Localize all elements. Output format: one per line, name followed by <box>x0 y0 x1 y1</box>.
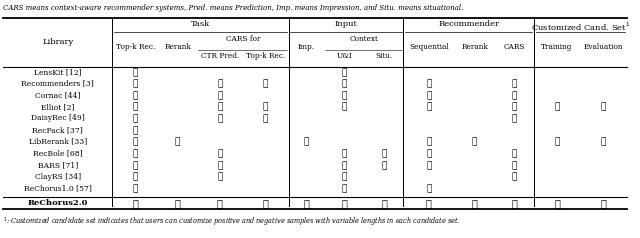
Text: ✓: ✓ <box>132 68 138 77</box>
Text: ✓: ✓ <box>263 103 268 112</box>
Text: ✓: ✓ <box>512 149 517 159</box>
Text: Cornac [44]: Cornac [44] <box>35 91 81 99</box>
Text: Customized Cand. Set$^1$: Customized Cand. Set$^1$ <box>531 20 630 33</box>
Text: ✓: ✓ <box>512 173 517 182</box>
Text: ✓: ✓ <box>217 199 223 208</box>
Text: Elliot [2]: Elliot [2] <box>41 103 74 111</box>
Text: ✓: ✓ <box>132 138 138 147</box>
Text: ✓: ✓ <box>132 173 138 182</box>
Text: ✓: ✓ <box>217 173 223 182</box>
Text: ✓: ✓ <box>303 138 309 147</box>
Text: ✓: ✓ <box>342 91 347 100</box>
Text: ✓: ✓ <box>263 79 268 89</box>
Text: ReChorus1.0 [57]: ReChorus1.0 [57] <box>24 184 92 193</box>
Text: ReChorus2.0: ReChorus2.0 <box>28 199 88 207</box>
Text: ✓: ✓ <box>600 199 607 208</box>
Text: ✓: ✓ <box>132 161 138 170</box>
Text: Task: Task <box>191 20 210 28</box>
Text: ✓: ✓ <box>303 199 309 208</box>
Text: ✓: ✓ <box>217 114 223 124</box>
Text: ✓: ✓ <box>217 161 223 170</box>
Text: CARS: CARS <box>504 43 525 51</box>
Text: Top-k Rec.: Top-k Rec. <box>246 52 285 60</box>
Text: ✓: ✓ <box>132 149 138 159</box>
Text: Recommenders [3]: Recommenders [3] <box>21 79 94 88</box>
Text: U&I: U&I <box>337 52 352 60</box>
Text: DaisyRec [49]: DaisyRec [49] <box>31 114 84 123</box>
Text: ✓: ✓ <box>381 199 387 208</box>
Text: Top-k Rec.: Top-k Rec. <box>116 43 155 51</box>
Text: ✓: ✓ <box>342 161 347 170</box>
Text: ✓: ✓ <box>342 68 347 77</box>
Text: ✓: ✓ <box>512 161 517 170</box>
Text: Sequential: Sequential <box>409 43 449 51</box>
Text: ✓: ✓ <box>426 79 431 89</box>
Text: Context: Context <box>349 35 378 43</box>
Text: ✓: ✓ <box>426 149 431 159</box>
Text: BARS [71]: BARS [71] <box>38 161 78 169</box>
Text: ✓: ✓ <box>175 199 180 208</box>
Text: ✓: ✓ <box>132 126 138 135</box>
Text: ✓: ✓ <box>381 149 387 159</box>
Text: ✓: ✓ <box>217 103 223 112</box>
Text: ✓: ✓ <box>554 199 560 208</box>
Text: Situ.: Situ. <box>376 52 393 60</box>
Text: ✓: ✓ <box>554 103 560 112</box>
Text: LibRerank [33]: LibRerank [33] <box>29 138 87 146</box>
Text: ✓: ✓ <box>342 173 347 182</box>
Text: Imp.: Imp. <box>298 43 315 51</box>
Text: ✓: ✓ <box>342 184 347 193</box>
Text: CARS means context-aware recommender systems, Pred. means Prediction, Imp. means: CARS means context-aware recommender sys… <box>3 4 463 12</box>
Text: ✓: ✓ <box>217 149 223 159</box>
Text: ✓: ✓ <box>426 161 431 170</box>
Text: RecPack [37]: RecPack [37] <box>33 126 83 134</box>
Text: ✓: ✓ <box>511 199 517 208</box>
Text: ✓: ✓ <box>554 138 560 147</box>
Text: ✓: ✓ <box>262 199 269 208</box>
Text: ✓: ✓ <box>132 114 138 124</box>
Text: ✓: ✓ <box>512 79 517 89</box>
Text: ✓: ✓ <box>512 103 517 112</box>
Text: Training: Training <box>541 43 573 51</box>
Text: LensKit [12]: LensKit [12] <box>34 68 81 76</box>
Text: ✓: ✓ <box>426 199 432 208</box>
Text: ✓: ✓ <box>426 138 431 147</box>
Text: ✓: ✓ <box>217 91 223 100</box>
Text: ✓: ✓ <box>132 79 138 89</box>
Text: ✓: ✓ <box>601 103 606 112</box>
Text: ✓: ✓ <box>175 138 180 147</box>
Text: ✓: ✓ <box>512 114 517 124</box>
Text: ✓: ✓ <box>217 79 223 89</box>
Text: Rerank: Rerank <box>164 43 191 51</box>
Text: ✓: ✓ <box>426 91 431 100</box>
Text: Recommender: Recommender <box>438 20 499 28</box>
Text: ✓: ✓ <box>342 79 347 89</box>
Text: ✓: ✓ <box>381 161 387 170</box>
Text: ✓: ✓ <box>263 114 268 124</box>
Text: CARS for: CARS for <box>225 35 260 43</box>
Text: ✓: ✓ <box>512 91 517 100</box>
Text: ClayRS [34]: ClayRS [34] <box>35 173 81 181</box>
Text: ✓: ✓ <box>472 138 477 147</box>
Text: ✓: ✓ <box>426 103 431 112</box>
Text: Input: Input <box>335 20 357 28</box>
Text: ✓: ✓ <box>472 199 477 208</box>
Text: Evaluation: Evaluation <box>584 43 623 51</box>
Text: ✓: ✓ <box>132 184 138 193</box>
Text: ✓: ✓ <box>132 103 138 112</box>
Text: RecBole [68]: RecBole [68] <box>33 149 83 158</box>
Text: ✓: ✓ <box>601 138 606 147</box>
Text: CTR Pred.: CTR Pred. <box>201 52 239 60</box>
Text: Rerank: Rerank <box>461 43 488 51</box>
Text: ✓: ✓ <box>341 199 347 208</box>
Text: ✓: ✓ <box>132 91 138 100</box>
Text: ✓: ✓ <box>342 149 347 159</box>
Text: ✓: ✓ <box>426 184 431 193</box>
Text: $^1$: Customized candidate set indicates that users can customize positive and n: $^1$: Customized candidate set indicates… <box>3 215 461 229</box>
Text: ✓: ✓ <box>342 103 347 112</box>
Text: Library: Library <box>42 38 74 46</box>
Text: ✓: ✓ <box>132 199 138 208</box>
